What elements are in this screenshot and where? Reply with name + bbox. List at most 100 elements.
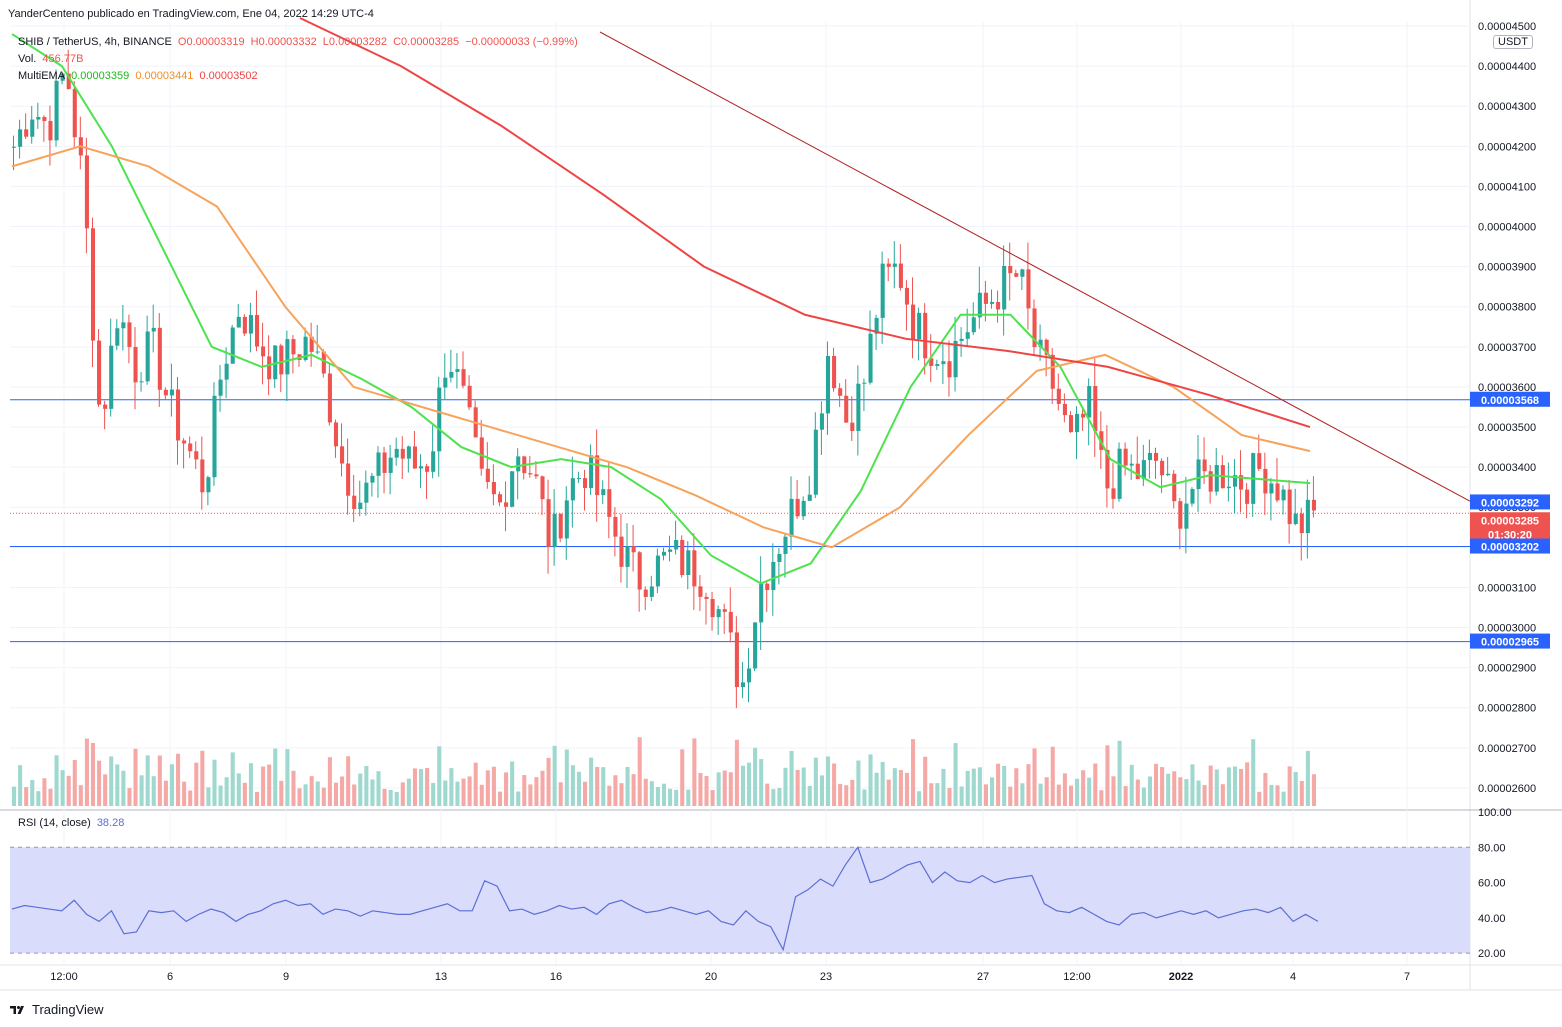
candle[interactable] <box>127 322 132 347</box>
candle[interactable] <box>36 117 41 120</box>
candle[interactable] <box>971 317 976 333</box>
candle[interactable] <box>783 536 788 554</box>
candle[interactable] <box>619 536 624 567</box>
candle[interactable] <box>1117 448 1122 499</box>
candle[interactable] <box>1184 503 1189 529</box>
candle[interactable] <box>188 443 193 452</box>
candle[interactable] <box>698 586 703 597</box>
candle[interactable] <box>115 328 120 346</box>
candle[interactable] <box>929 358 934 367</box>
candle[interactable] <box>212 395 217 478</box>
rsi-label[interactable]: RSI (14, close) <box>18 817 91 829</box>
candle[interactable] <box>862 382 867 384</box>
candle[interactable] <box>285 339 290 375</box>
candle[interactable] <box>874 317 879 334</box>
candle[interactable] <box>510 471 515 507</box>
candle[interactable] <box>406 446 411 459</box>
candle[interactable] <box>692 550 697 587</box>
candle[interactable] <box>570 478 575 501</box>
candle[interactable] <box>176 389 181 441</box>
candle[interactable] <box>1093 386 1098 432</box>
candle[interactable] <box>552 513 557 548</box>
candle[interactable] <box>753 622 758 669</box>
candle[interactable] <box>72 88 77 138</box>
candle[interactable] <box>558 513 563 539</box>
candle[interactable] <box>504 502 509 507</box>
candle[interactable] <box>576 478 581 480</box>
candle[interactable] <box>425 466 430 472</box>
candle[interactable] <box>364 482 369 503</box>
candle[interactable] <box>1202 459 1207 472</box>
candle[interactable] <box>813 429 818 495</box>
candle[interactable] <box>880 263 885 318</box>
candle[interactable] <box>248 315 253 334</box>
candle[interactable] <box>868 333 873 383</box>
candle[interactable] <box>1226 486 1231 489</box>
candle[interactable] <box>953 340 958 378</box>
candle[interactable] <box>856 383 861 431</box>
candle[interactable] <box>850 422 855 431</box>
candle[interactable] <box>467 385 472 408</box>
candle[interactable] <box>898 263 903 288</box>
candle[interactable] <box>485 468 490 483</box>
symbol-label[interactable]: SHIB / TetherUS, 4h, BINANCE <box>18 36 172 48</box>
candle[interactable] <box>1232 475 1238 487</box>
trendline[interactable] <box>599 31 1471 502</box>
candle[interactable] <box>90 228 96 341</box>
candle[interactable] <box>303 336 308 360</box>
candle[interactable] <box>643 589 648 597</box>
candle[interactable] <box>947 361 952 378</box>
candle[interactable] <box>1014 273 1019 277</box>
candle[interactable] <box>1293 513 1298 525</box>
candle[interactable] <box>795 498 800 517</box>
candle[interactable] <box>613 516 618 537</box>
candle[interactable] <box>461 369 466 386</box>
candle[interactable] <box>1305 499 1310 534</box>
candle[interactable] <box>151 327 156 332</box>
candle[interactable] <box>534 474 539 477</box>
candle[interactable] <box>540 476 545 500</box>
candle[interactable] <box>886 263 891 267</box>
candle[interactable] <box>989 301 995 304</box>
candle[interactable] <box>48 120 53 141</box>
candle[interactable] <box>133 346 138 383</box>
candle[interactable] <box>601 489 606 496</box>
candle[interactable] <box>777 553 782 562</box>
candle[interactable] <box>1311 499 1316 511</box>
candle[interactable] <box>182 440 187 444</box>
candle[interactable] <box>1050 354 1055 389</box>
candle[interactable] <box>1044 339 1049 355</box>
candle[interactable] <box>631 545 636 553</box>
candle[interactable] <box>54 80 59 141</box>
candle[interactable] <box>747 668 752 683</box>
candle[interactable] <box>819 413 824 430</box>
candle[interactable] <box>418 466 424 469</box>
candle[interactable] <box>455 369 460 372</box>
candle[interactable] <box>649 586 654 597</box>
candle[interactable] <box>1032 308 1037 348</box>
candle[interactable] <box>291 339 296 355</box>
candle[interactable] <box>412 446 417 469</box>
candle[interactable] <box>1068 415 1074 433</box>
candle[interactable] <box>1105 449 1110 489</box>
candle[interactable] <box>1160 460 1165 476</box>
candle[interactable] <box>1178 501 1183 529</box>
candle[interactable] <box>710 598 715 618</box>
candle[interactable] <box>479 437 484 469</box>
candle[interactable] <box>491 482 496 495</box>
candle[interactable] <box>1135 463 1140 480</box>
candle[interactable] <box>382 452 387 473</box>
candle[interactable] <box>983 292 988 304</box>
candle[interactable] <box>18 129 23 147</box>
candle[interactable] <box>722 609 727 612</box>
candle[interactable] <box>358 502 363 509</box>
candle[interactable] <box>734 632 739 688</box>
candle[interactable] <box>1087 386 1092 418</box>
candle[interactable] <box>1111 488 1116 499</box>
candle[interactable] <box>1062 403 1067 416</box>
candle[interactable] <box>121 322 126 329</box>
candle[interactable] <box>1056 388 1061 404</box>
candle[interactable] <box>1214 465 1219 492</box>
candle[interactable] <box>315 351 320 353</box>
